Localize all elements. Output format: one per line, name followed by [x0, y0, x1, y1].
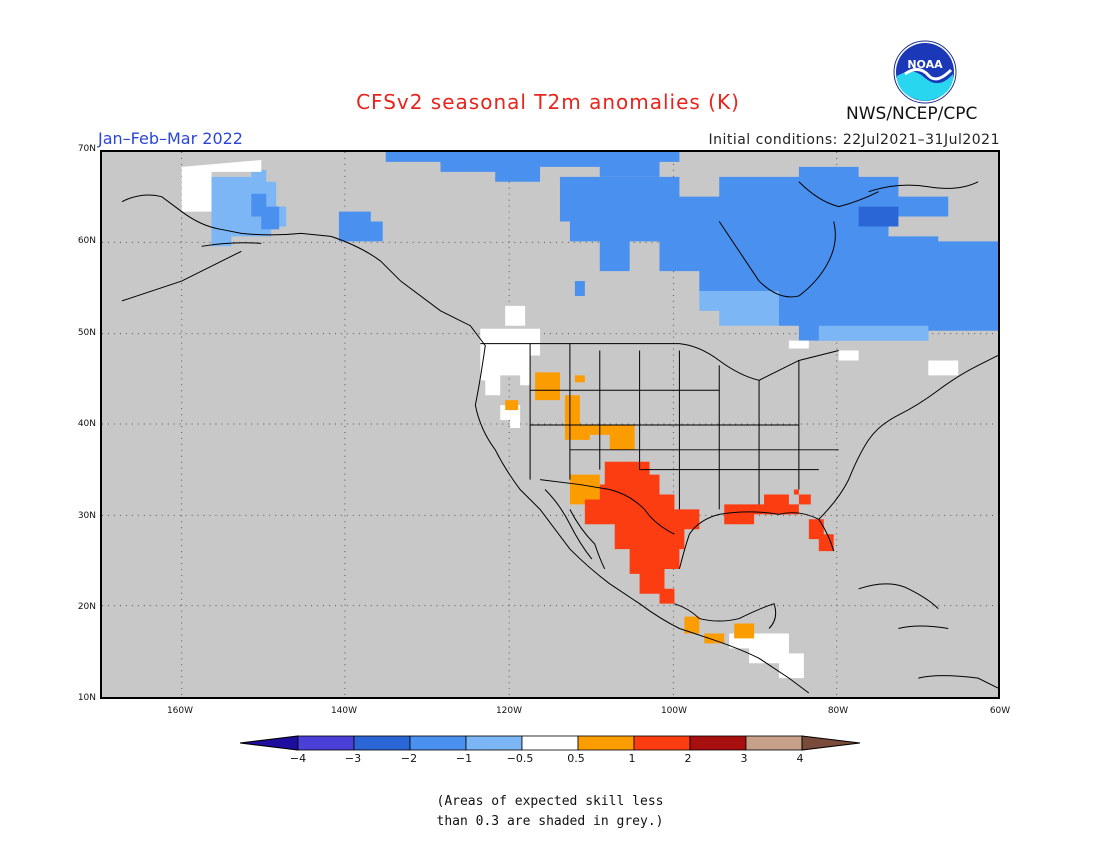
initial-conditions: Initial conditions: 22Jul2021–31Jul2021: [708, 132, 1000, 148]
lat-label: 50N: [77, 328, 96, 338]
colorbar-segment: [745, 735, 803, 751]
colorbar-tick: −0.5: [506, 752, 534, 765]
coastlines-and-borders: [121, 181, 998, 694]
lat-label: 40N: [77, 419, 96, 429]
colorbar-segment: [689, 735, 747, 751]
colorbar-segment: [409, 735, 467, 751]
colorbar-tick: 2: [684, 752, 692, 765]
lat-label: 30N: [77, 511, 96, 521]
lon-label: 120W: [495, 706, 523, 716]
colorbar-segment: [353, 735, 411, 751]
lat-label: 20N: [77, 602, 96, 612]
lat-label: 10N: [77, 693, 96, 703]
near-normal-regions: [480, 305, 959, 679]
skill-note-line: (Areas of expected skill less: [436, 794, 664, 809]
colorbar-tick: −4: [289, 752, 307, 765]
colorbar-segment: [297, 735, 355, 751]
colorbar-tick: −2: [400, 752, 418, 765]
colorbar-arrow-high: [801, 735, 860, 751]
lat-label: 70N: [77, 144, 96, 154]
colorbar: [240, 735, 860, 751]
colorbar-tick: 1: [628, 752, 636, 765]
colorbar-segment: [577, 735, 635, 751]
lon-label: 140W: [330, 706, 358, 716]
colorbar-segment: [633, 735, 691, 751]
colorbar-tick: 4: [796, 752, 804, 765]
agency-label: NWS/NCEP/CPC: [846, 104, 978, 124]
noaa-logo: NOAA: [893, 40, 957, 104]
lon-label: 100W: [660, 706, 688, 716]
logo-text: NOAA: [907, 58, 943, 71]
colorbar-tick: −3: [344, 752, 362, 765]
colorbar-tick: 0.5: [567, 752, 585, 765]
colorbar-arrow-low: [240, 735, 299, 751]
anomaly-map: [100, 150, 1000, 699]
lon-label: 160W: [166, 706, 194, 716]
colorbar-tick: 3: [740, 752, 748, 765]
season-label: Jan–Feb–Mar 2022: [98, 129, 243, 148]
colorbar-segment: [521, 735, 579, 751]
warm-anomaly-regions: [505, 372, 834, 644]
colorbar-tick: −1: [455, 752, 473, 765]
map-title: CFSv2 seasonal T2m anomalies (K): [356, 90, 740, 114]
skill-note-line: than 0.3 are shaded in grey.): [436, 814, 664, 829]
colorbar-segment: [465, 735, 523, 751]
lon-label: 80W: [827, 706, 849, 716]
cold-anomaly-regions: [181, 152, 998, 341]
skill-note: (Areas of expected skill less than 0.3 a…: [0, 792, 1100, 832]
lat-label: 60N: [77, 236, 96, 246]
lon-label: 60W: [989, 706, 1011, 716]
